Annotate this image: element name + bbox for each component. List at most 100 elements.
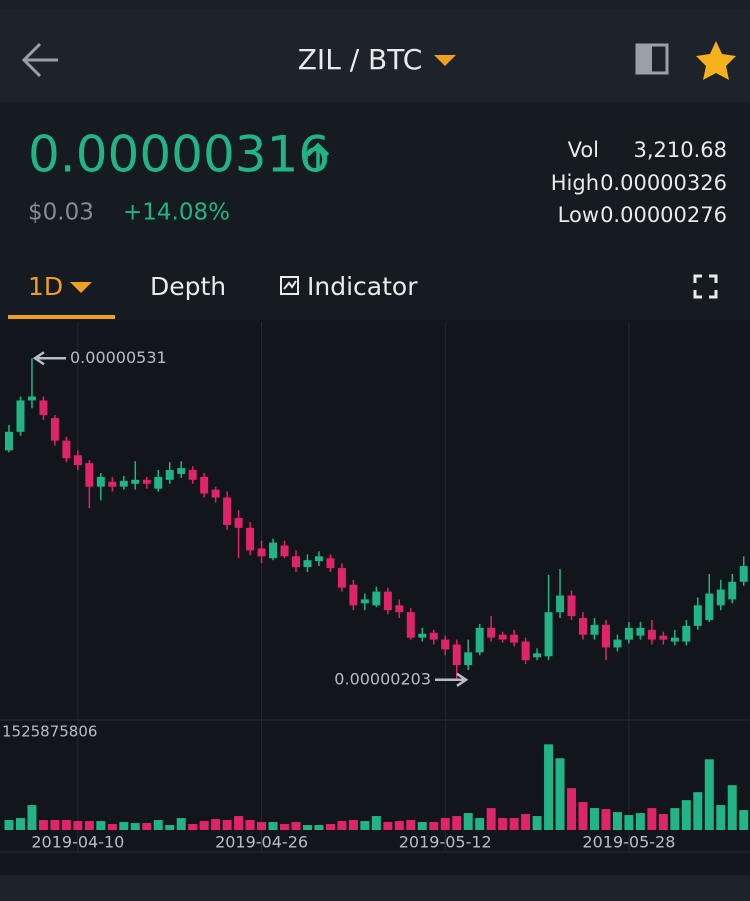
candle-body xyxy=(119,480,128,487)
volume-bar xyxy=(257,822,267,830)
tab-depth[interactable]: Depth xyxy=(150,272,226,301)
candle-body xyxy=(326,558,335,569)
volume-bar xyxy=(153,820,163,830)
x-tick-label: 2019-04-10 xyxy=(31,833,124,852)
volume-bar xyxy=(337,821,347,830)
volume-bar xyxy=(635,813,645,830)
x-tick-label: 2019-05-28 xyxy=(582,833,675,852)
candle-body xyxy=(705,593,714,621)
volume-bar xyxy=(27,805,37,830)
volume-bar xyxy=(693,792,703,830)
candle-body xyxy=(360,599,369,604)
candle-body xyxy=(108,481,117,487)
candle-body xyxy=(200,476,209,494)
pair-dropdown[interactable] xyxy=(434,55,456,66)
candle-body xyxy=(728,581,737,600)
volume-bar xyxy=(544,744,554,830)
tab-interval[interactable]: 1D xyxy=(28,272,63,301)
volume-bar xyxy=(222,820,232,830)
back-button[interactable] xyxy=(21,42,58,78)
volume-bar xyxy=(360,821,370,830)
volume-bar xyxy=(739,810,749,830)
candle-body xyxy=(579,618,587,635)
candle-body xyxy=(429,632,438,640)
volume-bar xyxy=(96,821,106,830)
max-arrow xyxy=(32,351,66,366)
pair-title[interactable]: ZIL / BTC xyxy=(298,43,423,76)
min-arrow xyxy=(435,672,469,687)
volume-bar xyxy=(130,823,140,830)
candle-body xyxy=(441,639,450,650)
volume-bar xyxy=(165,825,175,830)
interval-dropdown[interactable] xyxy=(70,282,92,293)
candle-body xyxy=(475,627,484,653)
volume-bar xyxy=(15,818,25,830)
candle-body xyxy=(716,589,725,606)
candle-body xyxy=(510,634,519,643)
header-bar xyxy=(0,10,750,102)
candle-body xyxy=(682,625,691,642)
stat-label: Vol xyxy=(568,138,599,162)
candle-body xyxy=(739,566,748,582)
candle-body xyxy=(395,605,404,613)
candle-body xyxy=(223,497,232,525)
volume-bar xyxy=(440,818,450,830)
change-percent: +14.08% xyxy=(123,200,230,226)
volume-bar xyxy=(589,808,599,830)
bottom-bar xyxy=(0,875,750,901)
volume-bar xyxy=(73,821,83,830)
volume-bar xyxy=(268,822,278,830)
tab-underline xyxy=(8,315,115,319)
volume-bar xyxy=(532,816,542,830)
indicator-icon[interactable] xyxy=(280,276,299,295)
volume-bar xyxy=(509,818,519,830)
candle-body xyxy=(613,639,622,648)
volume-bar xyxy=(348,820,358,830)
tab-indicator[interactable]: Indicator xyxy=(307,272,418,301)
candle-body xyxy=(314,556,323,562)
candle-body xyxy=(567,595,576,617)
volume-bar xyxy=(727,785,737,830)
candle-body xyxy=(487,627,496,638)
volume-bar xyxy=(302,825,312,830)
volume-bar xyxy=(371,816,381,830)
candle-body xyxy=(452,644,461,666)
volume-bar xyxy=(280,824,290,830)
candle-body xyxy=(39,400,48,416)
volume-bar xyxy=(176,818,186,830)
candle-body xyxy=(498,634,507,640)
fullscreen-button[interactable] xyxy=(693,274,718,299)
candle-body xyxy=(647,629,656,640)
up-arrow xyxy=(306,142,330,168)
candle-body xyxy=(418,633,427,638)
volume-bar xyxy=(601,809,611,830)
candle-body xyxy=(624,627,633,640)
candle-body xyxy=(349,584,358,606)
volume-bar xyxy=(417,822,427,830)
stat-value: 3,210.68 xyxy=(633,138,727,162)
volume-bar xyxy=(245,820,255,830)
candle-body xyxy=(601,624,610,648)
layout-toggle[interactable] xyxy=(635,43,669,75)
volume-bar xyxy=(647,808,657,830)
volume-bar xyxy=(84,821,94,830)
candle-body xyxy=(165,470,174,480)
candle-body xyxy=(292,556,300,568)
candle-body xyxy=(383,591,392,611)
candle-body xyxy=(337,568,346,588)
candle-body xyxy=(636,627,645,636)
candle-body xyxy=(50,418,59,441)
candlestick-chart: 2019-04-10 2019-04-26 2019-05-12 2019-05-28… xyxy=(2,322,749,852)
volume-bar xyxy=(452,816,462,830)
candle-body xyxy=(533,653,542,658)
favorite-star[interactable] xyxy=(696,41,736,80)
volume-bar xyxy=(188,824,198,830)
candle-body xyxy=(659,635,668,640)
candle-body xyxy=(464,652,473,666)
volume-bar xyxy=(475,818,485,830)
tab-bar xyxy=(0,250,750,320)
volume-bar xyxy=(429,822,439,830)
candle-body xyxy=(142,479,151,484)
volume-bar xyxy=(119,822,129,830)
